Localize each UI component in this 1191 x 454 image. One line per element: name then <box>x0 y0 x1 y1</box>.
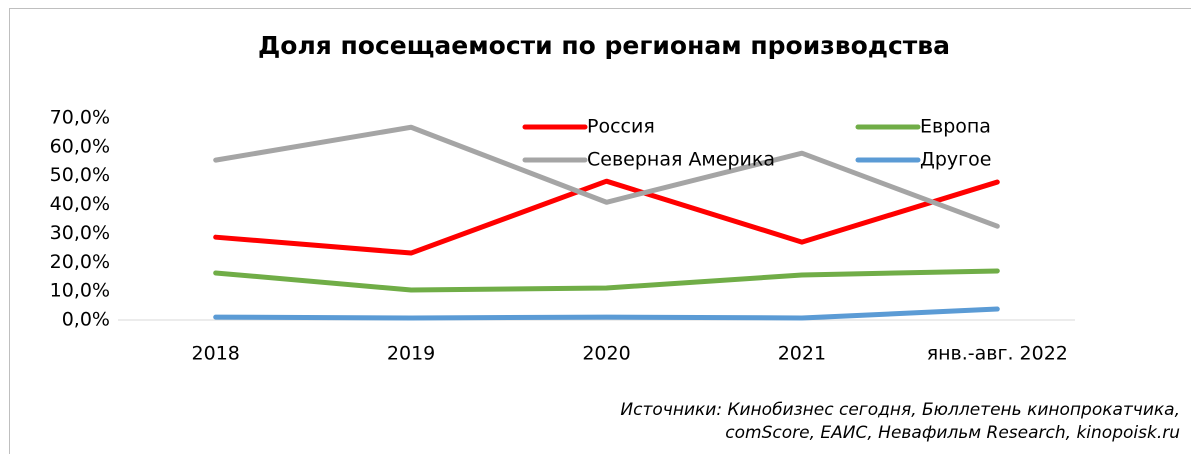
source-note: Источники: Кинобизнес сегодня, Бюллетень… <box>620 400 1180 420</box>
x-tick-label: 2019 <box>387 343 435 365</box>
chart-title: Доля посещаемости по регионам производст… <box>258 31 950 60</box>
chart-border <box>9 8 1191 454</box>
series-line <box>213 268 1000 293</box>
y-tick-label: 70,0% <box>50 107 110 129</box>
legend-label: Другое <box>920 149 991 171</box>
y-tick-label: 50,0% <box>50 164 110 186</box>
y-tick-label: 20,0% <box>50 251 110 273</box>
series-line <box>213 178 1000 256</box>
source-note: comScore, ЕАИС, Невафильм Research, kino… <box>725 423 1180 443</box>
y-tick-label: 60,0% <box>50 135 110 157</box>
x-tick-label: янв.-авг. 2022 <box>927 343 1068 365</box>
x-tick-label: 2020 <box>582 343 630 365</box>
legend-label: Европа <box>920 116 991 138</box>
x-tick-label: 2018 <box>192 343 240 365</box>
y-tick-label: 30,0% <box>50 222 110 244</box>
y-tick-label: 10,0% <box>50 280 110 302</box>
legend-label: Северная Америка <box>587 149 775 171</box>
y-tick-label: 0,0% <box>62 309 110 331</box>
series-line <box>213 306 1000 321</box>
x-tick-label: 2021 <box>778 343 826 365</box>
series-line <box>213 124 1000 229</box>
legend-label: Россия <box>587 116 655 138</box>
y-tick-label: 40,0% <box>50 193 110 215</box>
